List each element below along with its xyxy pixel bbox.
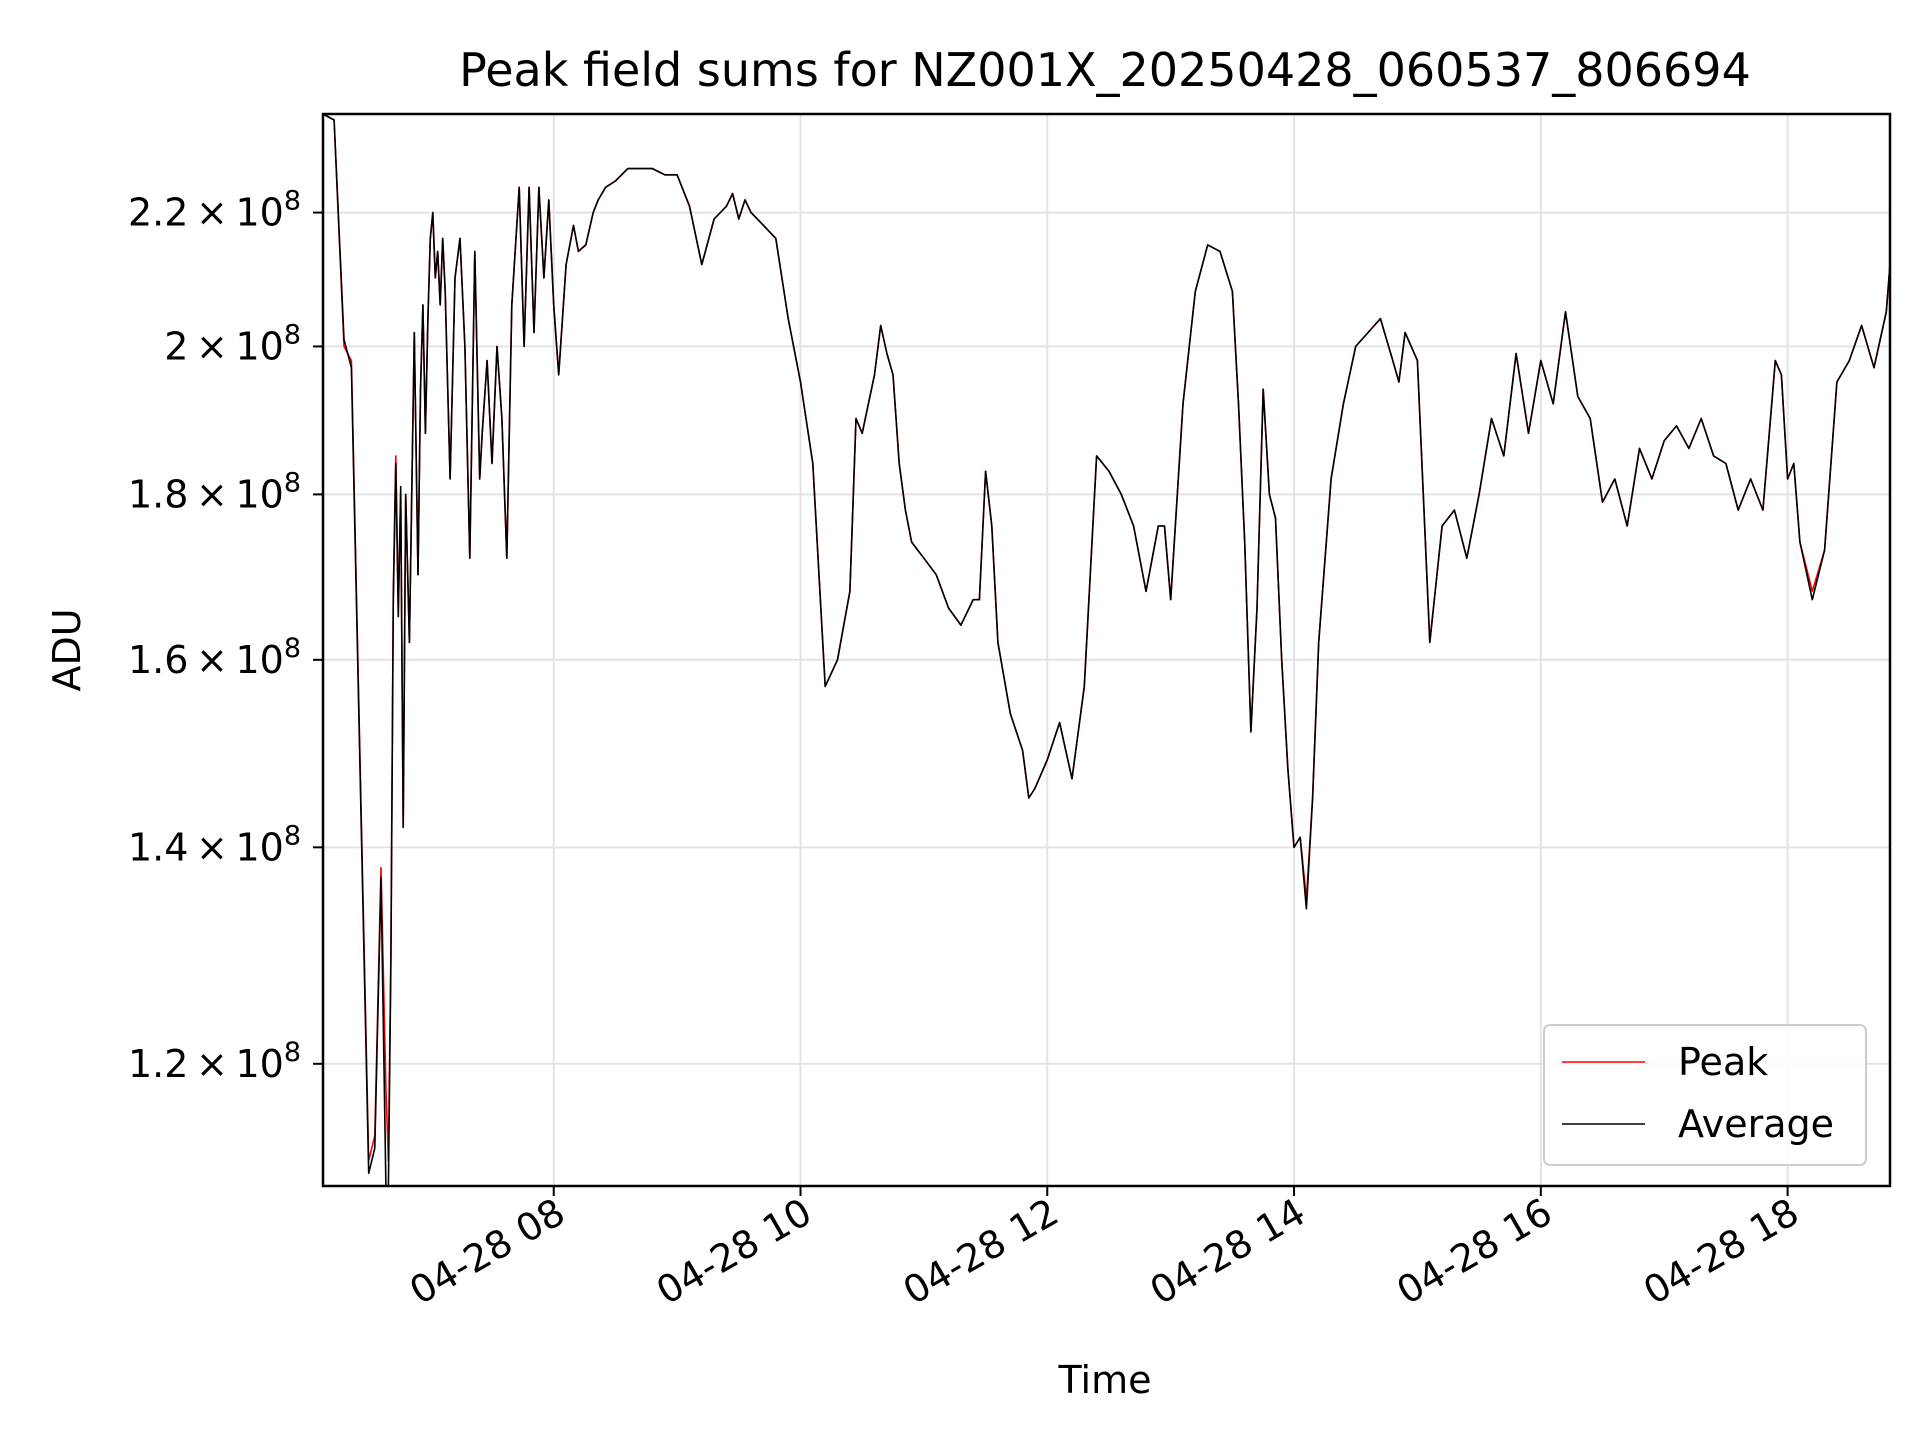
grid-lines: [323, 114, 1890, 1186]
y-tick-label: 1.2 × 108: [128, 1037, 301, 1086]
x-tick-label: 04-28 18: [1636, 1190, 1806, 1314]
y-tick-label: 1.4 × 108: [128, 820, 301, 869]
series-line-peak: [322, 113, 1891, 1162]
y-axis-ticks: 1.2 × 108 1.4 × 108 1.6 × 108 1.8 × 108 2 × …: [128, 186, 323, 1086]
y-axis-label: ADU: [45, 608, 89, 691]
series-layer: [322, 113, 1891, 1187]
x-tick-label: 04-28 08: [402, 1190, 572, 1314]
x-tick-label: 04-28 10: [649, 1190, 819, 1314]
plot-frame: [321, 112, 1892, 1188]
legend-peak-label: Peak: [1678, 1040, 1768, 1084]
x-tick-label: 04-28 16: [1389, 1190, 1559, 1314]
x-tick-label: 04-28 14: [1143, 1190, 1313, 1314]
legend: Peak Average: [1543, 1024, 1867, 1166]
x-axis-label: Time: [1058, 1358, 1152, 1402]
chart-title: Peak field sums for NZ001X_20250428_0605…: [459, 43, 1751, 97]
y-tick-label: 1.8 × 108: [128, 467, 301, 516]
series-line-average: [322, 113, 1891, 1187]
x-tick-label: 04-28 12: [896, 1190, 1066, 1314]
legend-average-label: Average: [1678, 1102, 1834, 1146]
x-axis-ticks: 04-28 08 04-28 10 04-28 12 04-28 14 04-28 16…: [402, 1186, 1806, 1313]
y-tick-label: 2.2 × 108: [128, 186, 301, 235]
legend-box: [1543, 1024, 1867, 1166]
y-tick-label: 2 × 108: [164, 319, 301, 368]
y-tick-label: 1.6 × 108: [128, 633, 301, 682]
